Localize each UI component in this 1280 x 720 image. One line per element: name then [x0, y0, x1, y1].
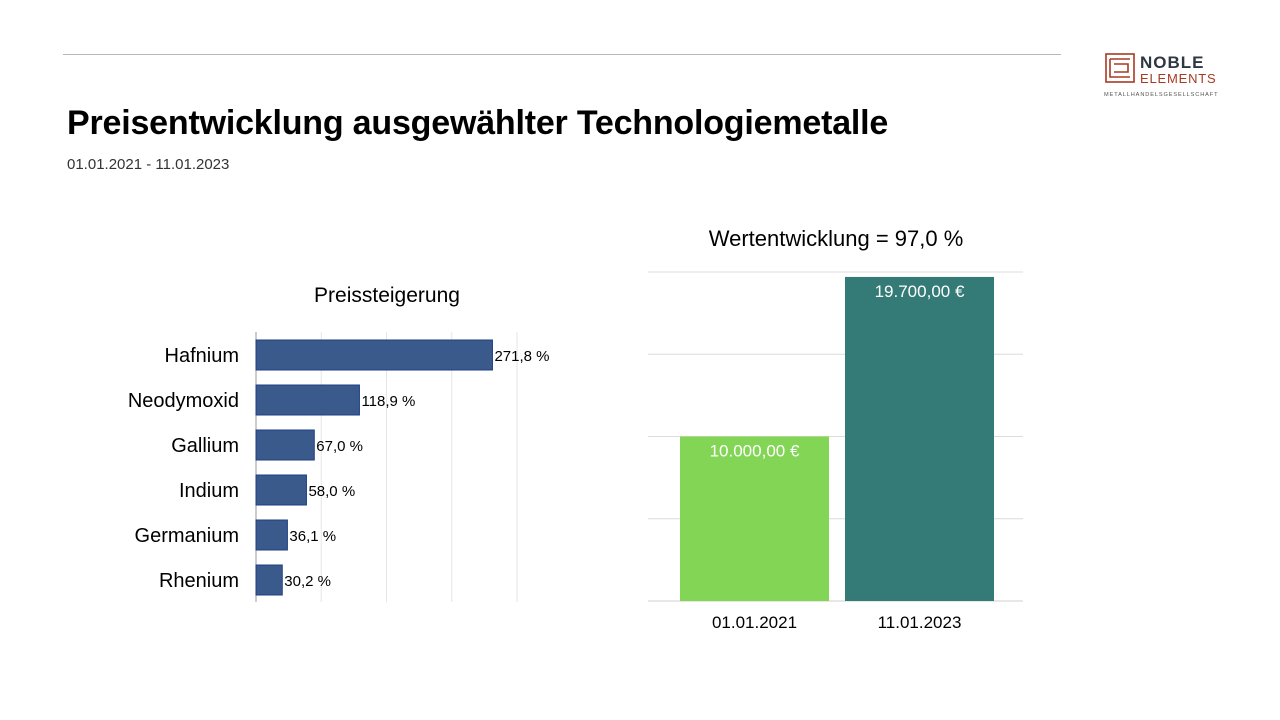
chart-title: Preissteigerung [314, 284, 460, 307]
category-label: Gallium [171, 435, 239, 457]
bar [255, 564, 283, 596]
bar [680, 436, 829, 601]
value-development-chart: Wertentwicklung = 97,0 % 10.000,00 € 01.01… [648, 226, 1023, 632]
category-label: Neodymoxid [128, 390, 239, 412]
category-label: 01.01.2021 [712, 613, 797, 632]
chart-title: Wertentwicklung = 97,0 % [709, 226, 964, 251]
data-label: 67,0 % [316, 438, 363, 455]
bar [255, 429, 315, 461]
header-divider [63, 54, 1061, 55]
data-label: 118,9 % [361, 393, 415, 410]
bar [845, 276, 994, 601]
svg-text:ELEMENTS: ELEMENTS [1140, 71, 1216, 86]
svg-text:NOBLE: NOBLE [1140, 53, 1205, 72]
data-label: 36,1 % [289, 528, 336, 545]
bar [255, 339, 493, 371]
data-label: 271,8 % [494, 348, 549, 365]
data-label: 10.000,00 € [710, 442, 800, 461]
bar [255, 384, 360, 416]
date-range: 01.01.2021 - 11.01.2023 [67, 156, 230, 173]
page-title: Preisentwicklung ausgewählter Technologi… [67, 104, 889, 142]
category-label: Rhenium [159, 570, 239, 592]
data-label: 19.700,00 € [875, 282, 965, 301]
category-label: Hafnium [165, 345, 239, 367]
svg-text:METALLHANDELSGESELLSCHAFT: METALLHANDELSGESELLSCHAFT [1104, 92, 1218, 98]
bar [255, 474, 307, 506]
price-increase-chart: Preissteigerung Hafnium 271,8 % Neodymoxid 1… [128, 284, 550, 602]
company-logo: NOBLE ELEMENTS METALLHANDELSGESELLSCHAFT [1104, 53, 1218, 98]
category-label: Germanium [135, 525, 239, 547]
category-label: Indium [179, 480, 239, 502]
category-label: 11.01.2023 [878, 613, 962, 632]
bar [255, 519, 288, 551]
data-label: 58,0 % [308, 483, 355, 500]
data-label: 30,2 % [284, 573, 331, 590]
